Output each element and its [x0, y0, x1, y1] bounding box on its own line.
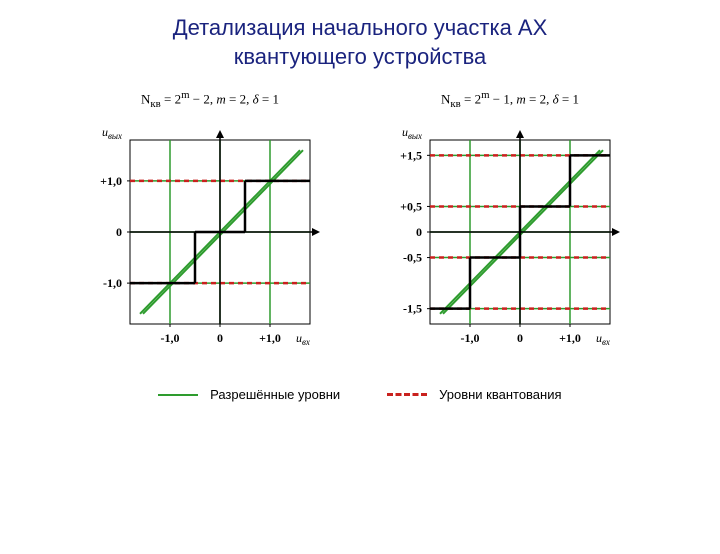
svg-text:+1,0: +1,0	[100, 174, 122, 188]
svg-text:+0,5: +0,5	[400, 200, 422, 214]
legend-allowed-swatch	[158, 394, 198, 396]
svg-text:+1,0: +1,0	[259, 331, 281, 345]
chart-left: Nкв = 2m − 2, m = 2, δ = 1 -1,00+1,0-1,0…	[80, 89, 340, 360]
title-line2: квантующего устройства	[234, 44, 487, 69]
svg-text:-1,0: -1,0	[461, 331, 480, 345]
svg-text:uвых: uвых	[402, 125, 422, 141]
page-title: Детализация начального участка АХ кванту…	[0, 14, 720, 71]
plot-right: -1,5 -0,5 0 +0,5 +1,5 -1,0 0 +1,0 uвых uвх	[380, 120, 640, 360]
svg-text:-1,5: -1,5	[403, 302, 422, 316]
formula-left: Nкв = 2m − 2, m = 2, δ = 1	[141, 89, 279, 110]
legend: Разрешённые уровни Уровни квантования	[0, 386, 720, 402]
svg-text:uвых: uвых	[102, 125, 122, 141]
chart-right: Nкв = 2m − 1, m = 2, δ = 1 -1,5 -0,5 0 +0,5…	[380, 89, 640, 360]
svg-text:uвх: uвх	[296, 331, 310, 347]
formula-right: Nкв = 2m − 1, m = 2, δ = 1	[441, 89, 579, 110]
legend-allowed-label: Разрешённые уровни	[210, 387, 340, 402]
svg-text:0: 0	[416, 225, 422, 239]
legend-quant-label: Уровни квантования	[439, 387, 561, 402]
svg-text:-1,0: -1,0	[103, 276, 122, 290]
svg-text:-1,0: -1,0	[161, 331, 180, 345]
charts-row: Nкв = 2m − 2, m = 2, δ = 1 -1,00+1,0-1,0…	[0, 89, 720, 360]
svg-text:-0,5: -0,5	[403, 251, 422, 265]
svg-text:+1,5: +1,5	[400, 148, 422, 162]
svg-text:0: 0	[217, 331, 223, 345]
svg-text:+1,0: +1,0	[559, 331, 581, 345]
title-line1: Детализация начального участка АХ	[173, 15, 548, 40]
svg-text:0: 0	[116, 225, 122, 239]
svg-text:0: 0	[517, 331, 523, 345]
svg-text:uвх: uвх	[596, 331, 610, 347]
plot-left: -1,0 0 +1,0 -1,0 0 +1,0 uвых uвх	[80, 120, 340, 360]
legend-quant-swatch	[387, 393, 427, 396]
